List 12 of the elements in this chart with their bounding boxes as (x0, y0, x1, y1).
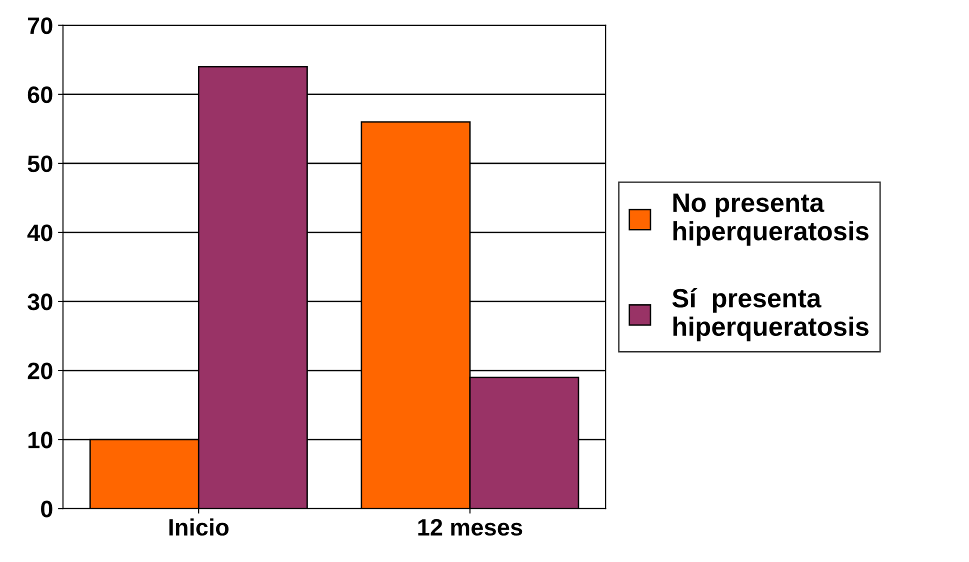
legend-label: No presenta hiperqueratosis (673, 194, 868, 246)
y-tick-label: 60 (28, 86, 52, 104)
y-tick-label: 70 (28, 17, 52, 34)
y-tick-label: 30 (28, 294, 52, 310)
y-tick-label: 50 (28, 155, 52, 172)
y-tick-label: 0 (41, 500, 52, 518)
legend-label: Sí presenta hiperqueratosis (672, 288, 868, 342)
x-tick-label: 12 meses (418, 518, 522, 536)
y-tick-label: 20 (28, 362, 52, 380)
x-tick-label: Inicio (169, 518, 229, 536)
y-tick-label: 10 (28, 432, 52, 448)
y-tick-label: 40 (27, 224, 52, 242)
